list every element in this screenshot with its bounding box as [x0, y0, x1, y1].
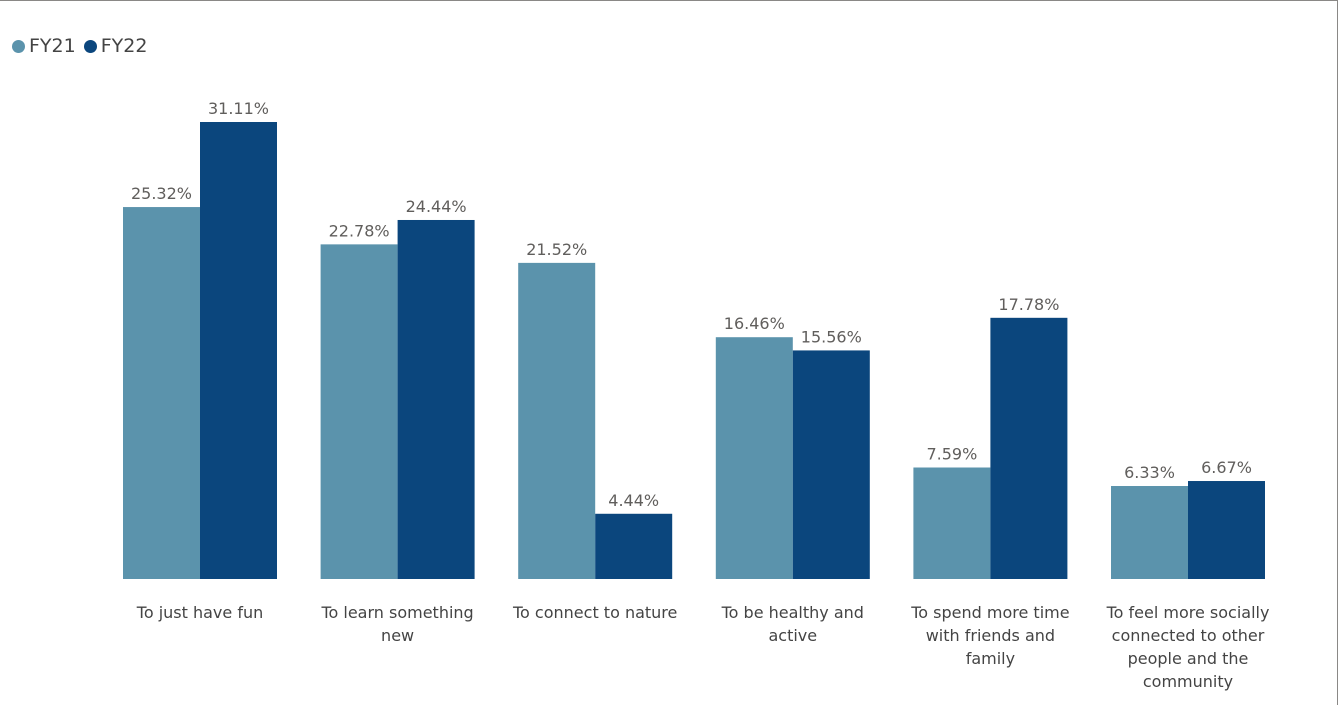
data-label-fy21-4: 7.59%: [926, 445, 977, 464]
data-label-fy21-2: 21.52%: [526, 240, 587, 259]
category-label-5-line-1: connected to other: [1112, 626, 1265, 645]
category-label-4-line-1: with friends and: [926, 626, 1055, 645]
legend-item-fy21[interactable]: FY21: [12, 35, 76, 57]
bar-fy21-0[interactable]: [123, 207, 200, 579]
category-label-3-line-0: To be healthy and: [721, 603, 864, 622]
category-label-4-line-2: family: [966, 649, 1015, 668]
category-label-5-line-2: people and the: [1128, 649, 1249, 668]
category-label-5-line-0: To feel more socially: [1106, 603, 1270, 622]
data-label-fy21-1: 22.78%: [329, 221, 390, 240]
category-label-3-line-1: active: [768, 626, 817, 645]
data-label-fy22-2: 4.44%: [608, 491, 659, 510]
data-label-fy21-0: 25.32%: [131, 184, 192, 203]
category-label-0-line-0: To just have fun: [136, 603, 263, 622]
bar-fy21-2[interactable]: [518, 262, 596, 579]
legend-label-fy22: FY22: [100, 35, 148, 57]
bar-fy21-1[interactable]: [320, 244, 398, 579]
category-label-4-line-0: To spend more time: [910, 603, 1069, 622]
bar-fy21-5[interactable]: [1111, 486, 1188, 579]
data-label-fy22-5: 6.67%: [1201, 458, 1252, 477]
legend-label-fy21: FY21: [29, 35, 76, 57]
bar-fy22-3[interactable]: [792, 350, 870, 579]
bar-fy22-0[interactable]: [200, 122, 277, 579]
bar-fy22-1[interactable]: [397, 219, 475, 580]
bar-fy21-3[interactable]: [715, 337, 793, 579]
bar-fy22-4[interactable]: [990, 317, 1068, 579]
bar-fy22-2[interactable]: [595, 513, 673, 579]
legend-item-fy22[interactable]: FY22: [83, 35, 148, 57]
bar-fy22-5[interactable]: [1188, 481, 1265, 579]
data-label-fy22-3: 15.56%: [801, 327, 862, 346]
data-label-fy21-5: 6.33%: [1124, 463, 1175, 482]
legend: FY21 FY22: [12, 35, 155, 57]
legend-marker-fy21: [12, 39, 25, 53]
data-label-fy22-0: 31.11%: [208, 99, 269, 118]
category-label-2-line-0: To connect to nature: [512, 603, 677, 622]
category-label-1-line-0: To learn something: [320, 603, 473, 622]
data-label-fy22-4: 17.78%: [998, 295, 1059, 314]
bar-fy21-4[interactable]: [913, 467, 991, 579]
category-label-1-line-1: new: [381, 626, 414, 645]
data-label-fy22-1: 24.44%: [406, 197, 467, 216]
legend-marker-fy22: [83, 39, 97, 53]
data-label-fy21-3: 16.46%: [724, 314, 785, 333]
category-label-5-line-3: community: [1143, 672, 1233, 691]
